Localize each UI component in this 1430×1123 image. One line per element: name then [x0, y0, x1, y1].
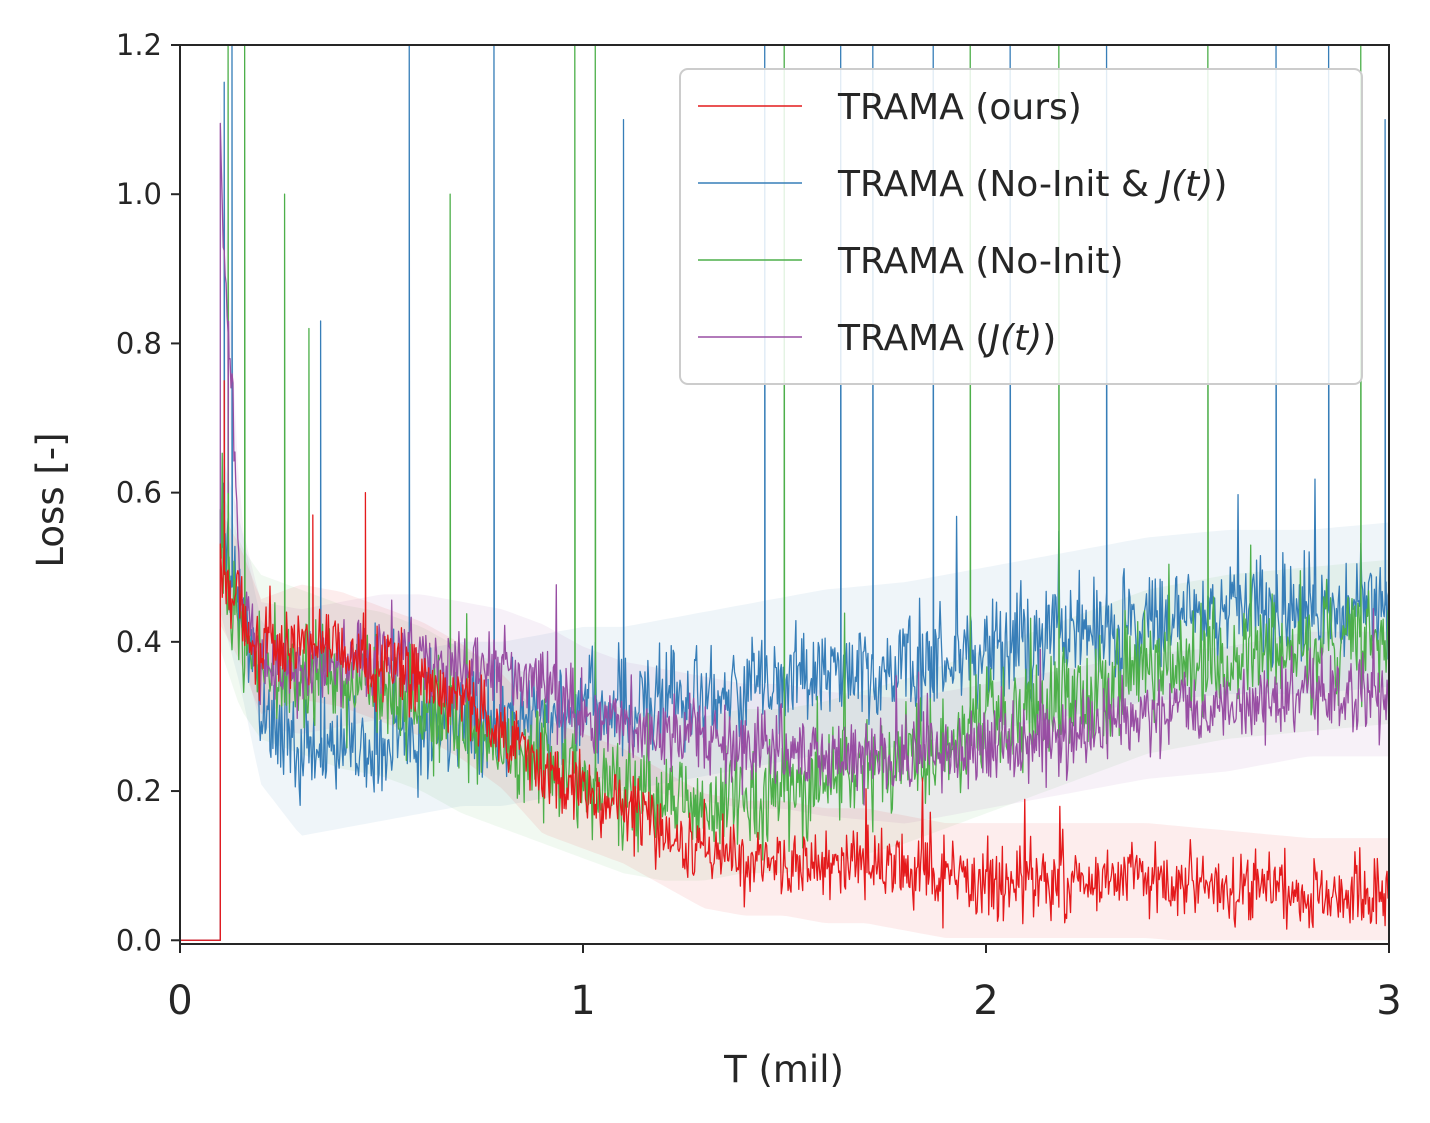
x-tick-label: 3: [1376, 978, 1401, 1024]
x-axis-label: T (mil): [723, 1048, 844, 1091]
series-line: [180, 45, 1389, 941]
legend-label: TRAMA (J(t)): [837, 318, 1056, 359]
confidence-band: [220, 94, 1389, 824]
x-tick-label: 2: [973, 978, 998, 1024]
legend-label-text: TRAMA (No-Init &: [837, 164, 1160, 205]
series-line: [180, 45, 1389, 941]
confidence-band: [220, 509, 1389, 941]
legend-label: TRAMA (No-Init & J(t)): [837, 164, 1227, 205]
y-axis-label: Loss [-]: [29, 432, 72, 567]
x-tick-label: 1: [570, 978, 595, 1024]
legend-label-suffix: ): [1042, 318, 1056, 359]
legend-label-suffix: ): [1213, 164, 1227, 205]
y-tick-label: 1.2: [116, 28, 162, 62]
y-tick-label: 0.2: [116, 774, 162, 808]
y-axis: 0.0 0.2 0.4 0.6 0.8 1.0 1.2: [116, 28, 180, 957]
legend: TRAMA (ours)TRAMA (No-Init & J(t))TRAMA …: [679, 68, 1363, 385]
series-lines: [180, 45, 1389, 941]
y-tick-label: 0.4: [116, 625, 162, 659]
legend-label: TRAMA (ours): [837, 87, 1082, 128]
series-line: [180, 380, 1389, 941]
legend-label: TRAMA (No-Init): [837, 241, 1124, 282]
legend-box: [679, 68, 1363, 385]
x-tick-label: 0: [167, 978, 192, 1024]
x-axis: 0 1 2 3: [167, 944, 1402, 1024]
legend-label-math: J(t): [1154, 164, 1213, 205]
y-tick-label: 1.0: [116, 177, 162, 211]
y-tick-label: 0.6: [116, 476, 162, 510]
legend-label-text: TRAMA (: [837, 318, 989, 359]
confidence-band: [220, 485, 1389, 881]
legend-label-text: TRAMA (No-Init): [837, 241, 1124, 282]
y-tick-label: 0.8: [116, 326, 162, 360]
plot-frame: [179, 44, 1390, 945]
y-tick-label: 0.0: [116, 923, 162, 957]
legend-label-text: TRAMA (ours): [837, 87, 1082, 128]
legend-label-math: J(t): [983, 318, 1042, 359]
